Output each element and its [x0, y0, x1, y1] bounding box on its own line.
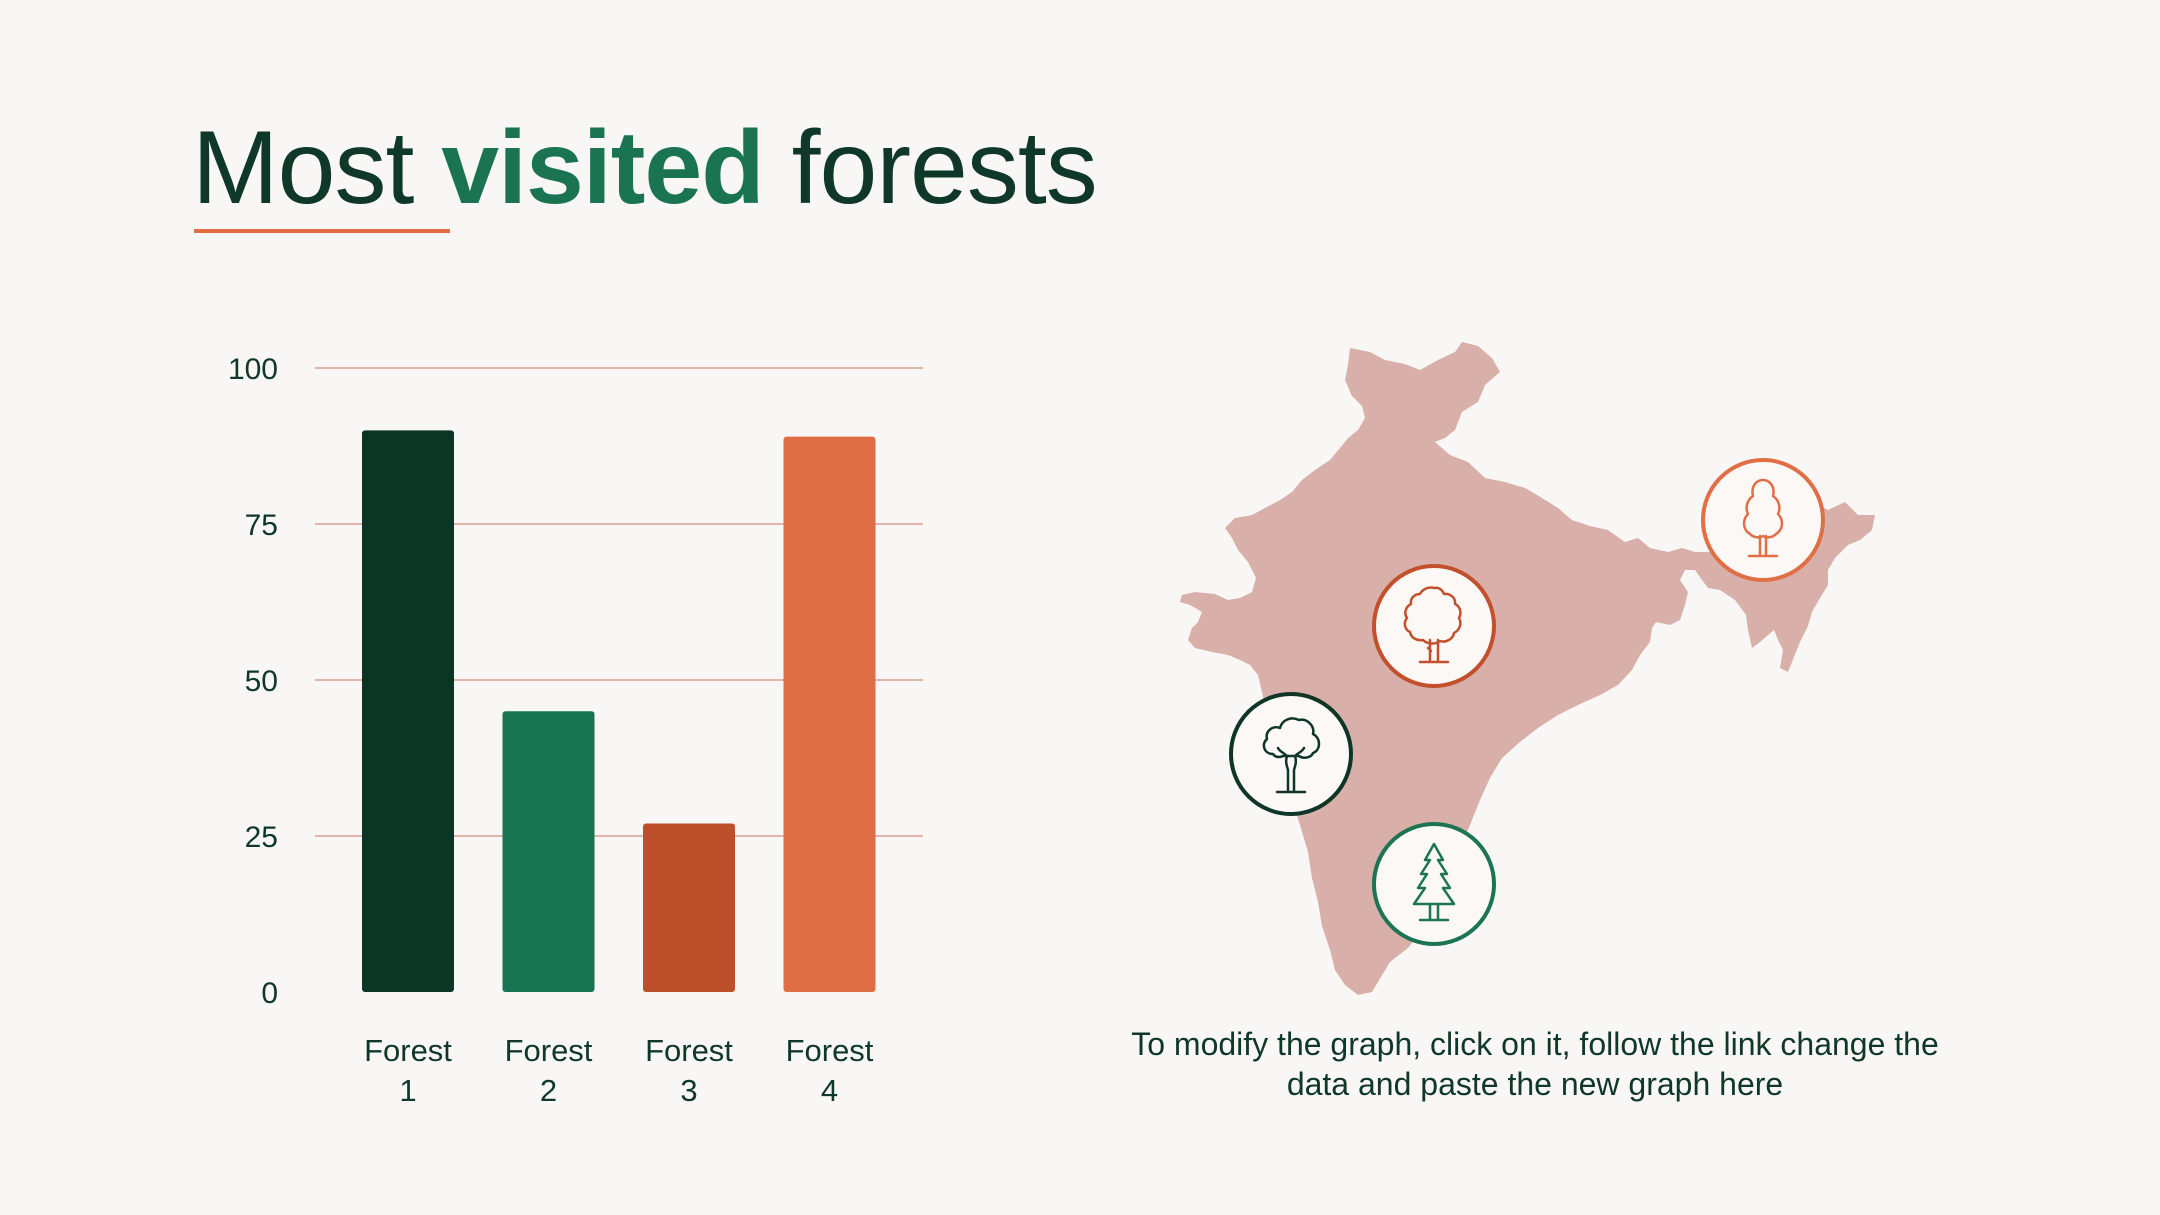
y-tick-label: 0 [261, 977, 278, 1010]
pine-tree-badge[interactable] [1372, 822, 1496, 946]
round-tree-icon [1403, 586, 1462, 664]
bar-chart[interactable]: 0 25 50 75 100 Forest 1 Forest 2 Forest 3 Forest 4 [0, 0, 960, 1150]
pine-tree-icon [1412, 842, 1456, 922]
x-tick-label: 2 [540, 1073, 557, 1108]
title-underline [194, 229, 450, 233]
poplar-tree-icon [1742, 478, 1784, 558]
modify-graph-note: To modify the graph, click on it, follow… [1131, 1026, 1939, 1102]
india-map-shape [1180, 342, 1875, 995]
title-post: forests [763, 110, 1098, 226]
bar-forest-3[interactable] [643, 823, 735, 992]
india-map [1180, 330, 1900, 1010]
bar-forest-1[interactable] [362, 430, 454, 992]
y-tick-label: 50 [245, 665, 278, 698]
page-title: Most visited forests [192, 108, 1098, 228]
y-tick-label: 25 [245, 821, 278, 854]
x-tick-label: 4 [821, 1073, 838, 1108]
poplar-tree-badge[interactable] [1701, 458, 1825, 582]
bar-forest-2[interactable] [502, 711, 595, 992]
y-tick-label: 75 [245, 509, 278, 542]
round-tree-badge[interactable] [1372, 564, 1496, 688]
x-tick-label: Forest [364, 1033, 452, 1068]
title-accent: visited [441, 110, 764, 226]
oak-tree-icon [1262, 717, 1321, 794]
x-tick-label: Forest [645, 1033, 733, 1068]
oak-tree-badge[interactable] [1229, 692, 1353, 816]
x-tick-label: 1 [399, 1073, 416, 1108]
x-tick-label: 3 [680, 1073, 697, 1108]
bar-forest-4[interactable] [783, 436, 876, 992]
x-tick-label: Forest [786, 1033, 874, 1068]
title-pre: Most [192, 110, 442, 226]
x-tick-label: Forest [505, 1033, 593, 1068]
y-tick-label: 100 [228, 353, 278, 386]
